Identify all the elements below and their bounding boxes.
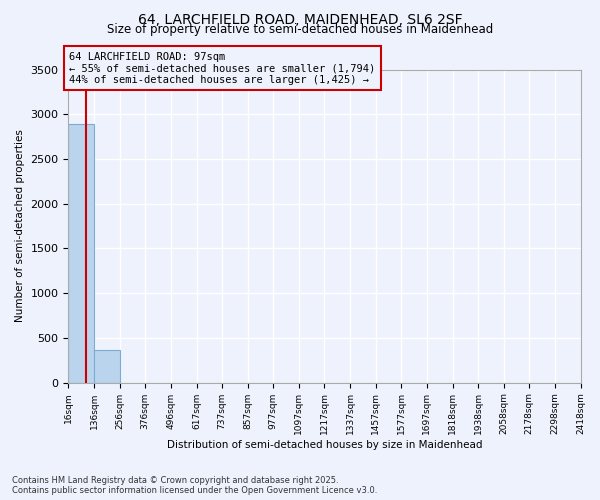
Text: 64 LARCHFIELD ROAD: 97sqm
← 55% of semi-detached houses are smaller (1,794)
44% : 64 LARCHFIELD ROAD: 97sqm ← 55% of semi-… <box>70 52 376 85</box>
X-axis label: Distribution of semi-detached houses by size in Maidenhead: Distribution of semi-detached houses by … <box>167 440 482 450</box>
Bar <box>94 350 119 382</box>
Text: 64, LARCHFIELD ROAD, MAIDENHEAD, SL6 2SF: 64, LARCHFIELD ROAD, MAIDENHEAD, SL6 2SF <box>137 12 463 26</box>
Text: Contains HM Land Registry data © Crown copyright and database right 2025.
Contai: Contains HM Land Registry data © Crown c… <box>12 476 377 495</box>
Text: Size of property relative to semi-detached houses in Maidenhead: Size of property relative to semi-detach… <box>107 22 493 36</box>
Bar <box>68 124 94 382</box>
Y-axis label: Number of semi-detached properties: Number of semi-detached properties <box>15 130 25 322</box>
